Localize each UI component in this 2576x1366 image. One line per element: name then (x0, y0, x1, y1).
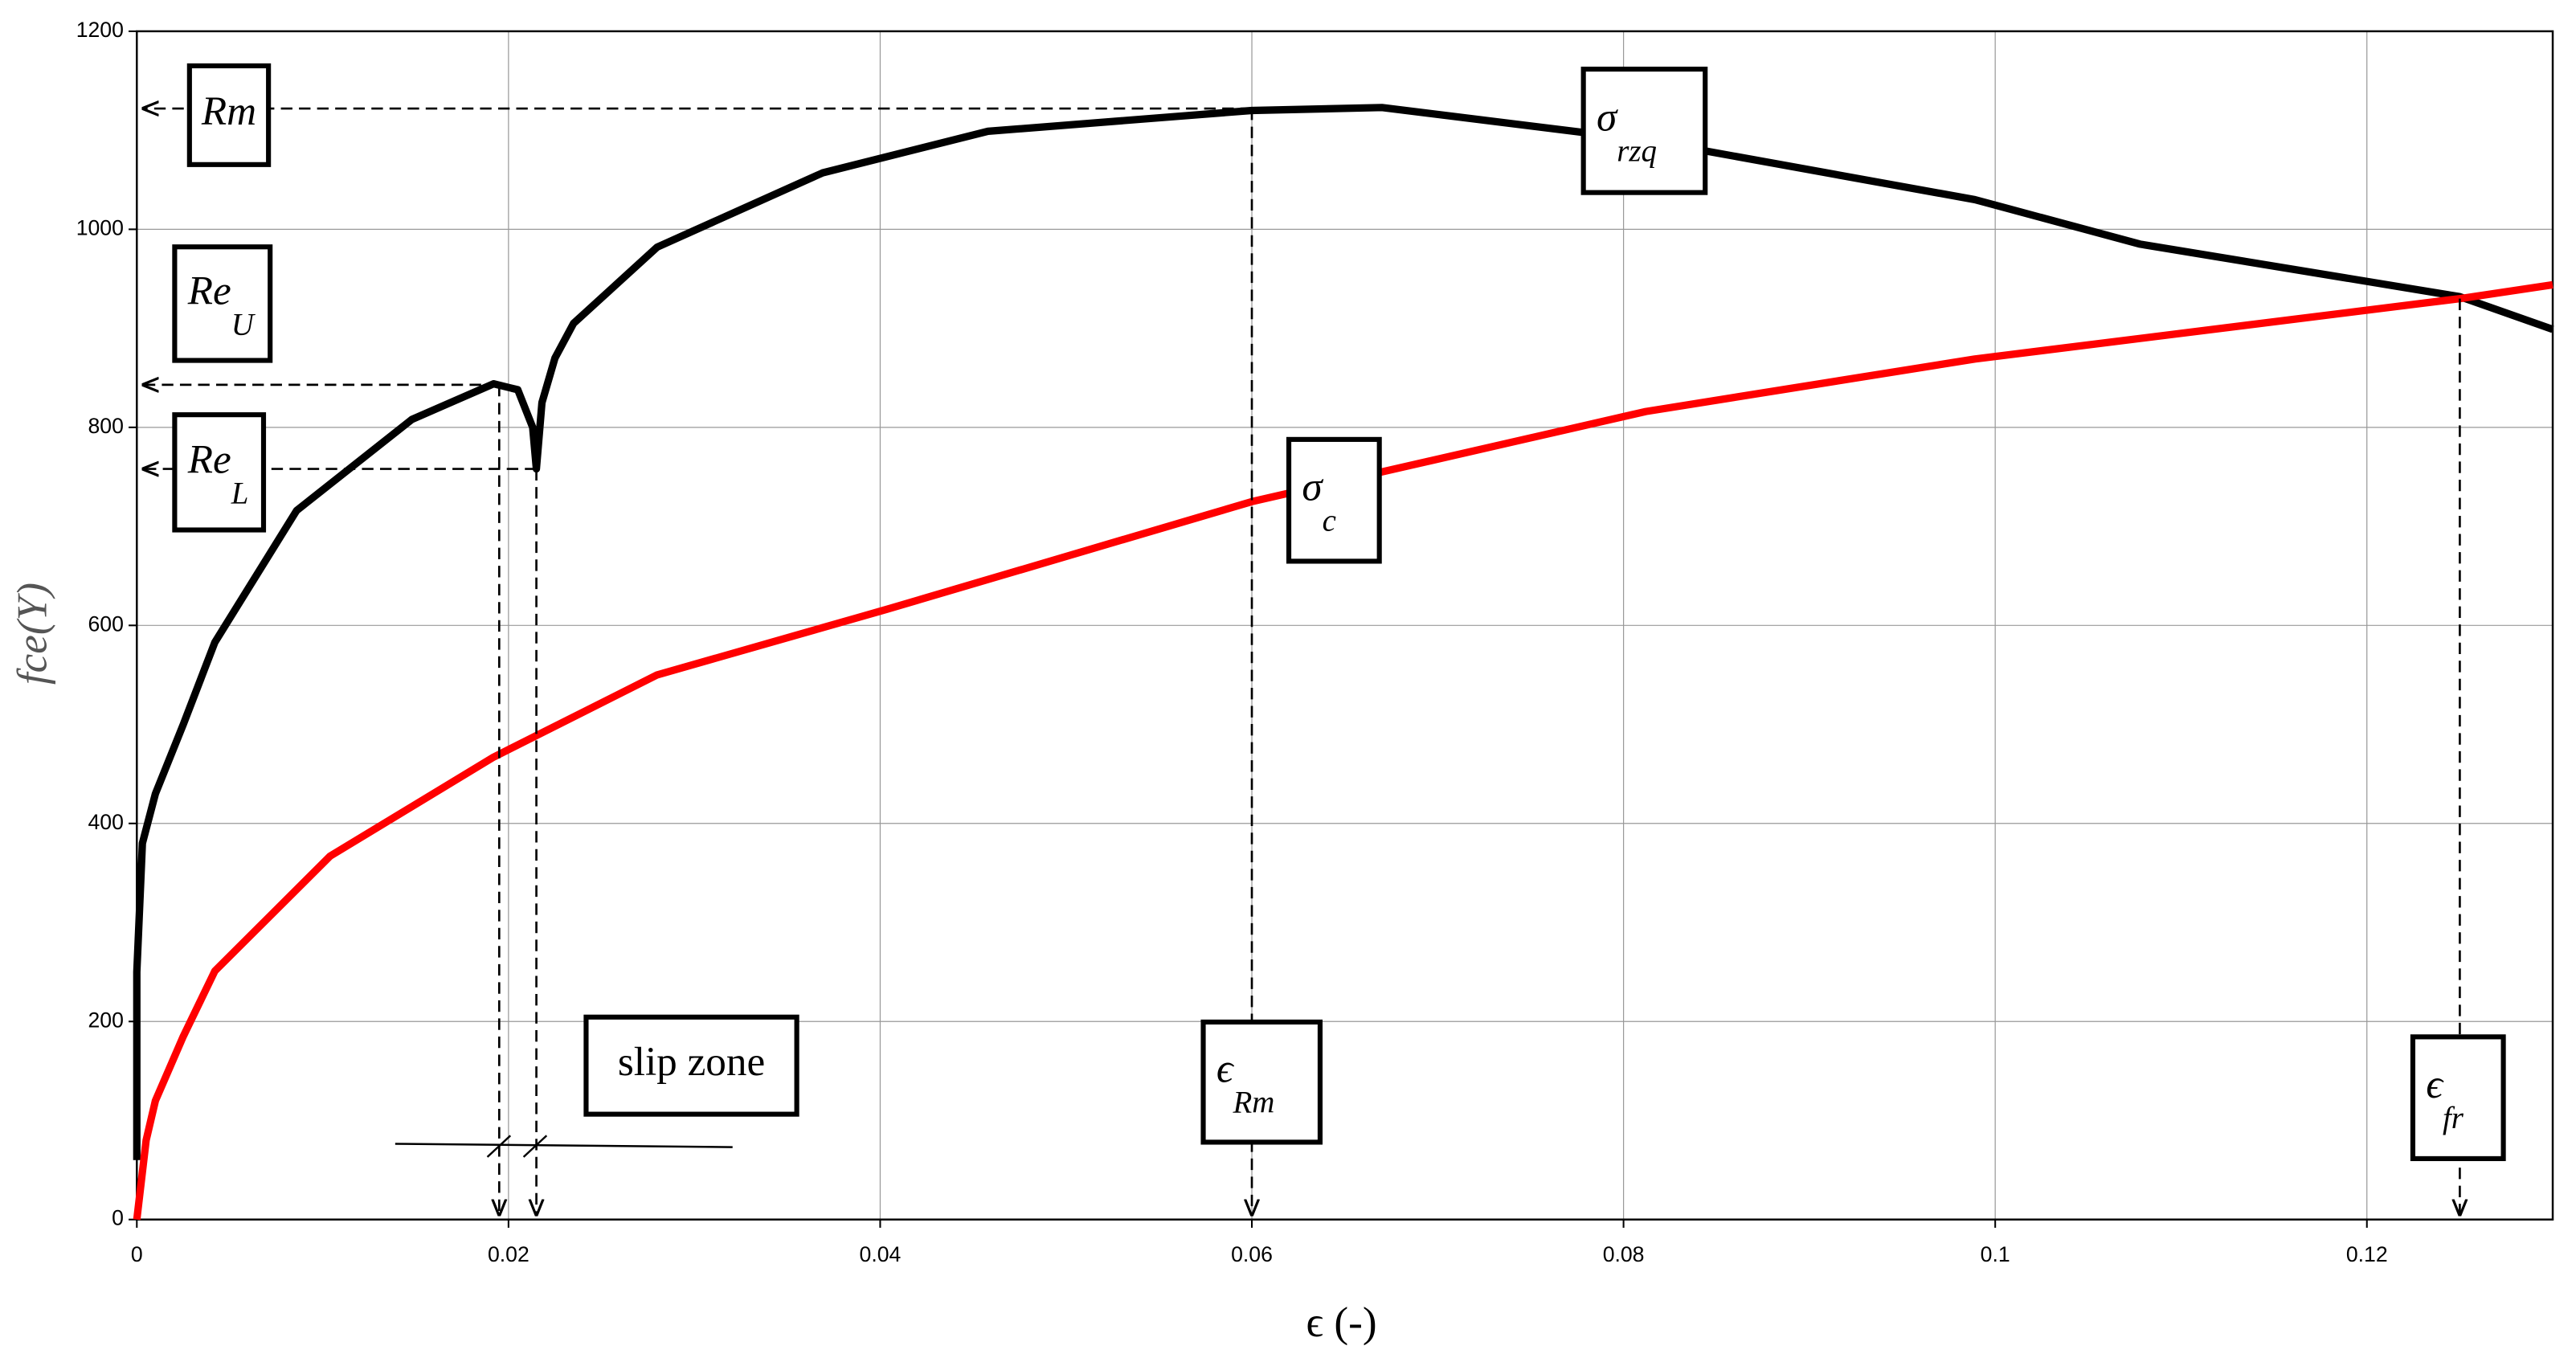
y-tick-label: 0 (112, 1206, 124, 1230)
annotation-box (1286, 436, 1382, 564)
annotation-sub: U (231, 307, 256, 342)
annotation-box (172, 244, 273, 363)
annotation-text: ϵfr (2426, 1061, 2464, 1135)
x-tick-label: 0.06 (1231, 1242, 1273, 1266)
annotation-sub: L (231, 476, 249, 510)
annotation-text: ReL (187, 436, 249, 510)
annotation-main: ϵ (1216, 1045, 1235, 1091)
plot-frame (136, 30, 2554, 1221)
y-tick-label: 400 (88, 810, 123, 834)
x-axis-label: ϵ (-) (1306, 1299, 1377, 1346)
annotation-text: σc (1302, 464, 1336, 538)
slip-zone-line (395, 1143, 733, 1148)
annotation: ReL (172, 412, 267, 533)
annotation-box (186, 63, 272, 167)
annotation: σrzq (1580, 66, 1708, 195)
annotation-main: σ (1597, 94, 1618, 140)
x-tick-label: 0.1 (1981, 1242, 2010, 1266)
annotation-main: σ (1302, 464, 1323, 509)
annotation-box (172, 412, 267, 533)
x-tick-label: 0 (131, 1242, 143, 1266)
y-tick-label: 600 (88, 611, 123, 636)
annotation-sub: rzq (1617, 133, 1657, 168)
slip-tick (486, 1135, 548, 1158)
annotation: Rm (186, 63, 272, 167)
annotation-text: slip zone (618, 1039, 765, 1085)
annotation-box (2410, 1034, 2506, 1161)
annotation-text: σrzq (1597, 94, 1657, 168)
annotation-main: Re (187, 436, 231, 482)
series-line (133, 280, 2554, 1221)
annotation: ϵRm (1200, 1019, 1323, 1145)
annotation-box (1200, 1019, 1323, 1145)
annotation-text: Rm (201, 88, 256, 134)
annotation-text: ϵRm (1216, 1045, 1275, 1119)
annotation-main: Re (187, 268, 231, 313)
x-tick-label: 0.12 (2346, 1242, 2388, 1266)
annotation-box (1580, 66, 1708, 195)
y-tick-label: 200 (88, 1008, 123, 1032)
annotation: ϵfr (2410, 1034, 2506, 1161)
annotation-main: ϵ (2426, 1061, 2444, 1107)
y-tick-label: 800 (88, 414, 123, 438)
annotation-sub: c (1323, 503, 1336, 538)
x-tick-label: 0.02 (488, 1242, 530, 1266)
annotation-text: ReU (187, 268, 256, 342)
annotation-sub: Rm (1233, 1086, 1275, 1120)
annotation: σc (1286, 436, 1382, 564)
annotation-box (583, 1014, 799, 1117)
annotation: slip zone (583, 1014, 799, 1117)
x-tick-label: 0.08 (1603, 1242, 1645, 1266)
y-tick-label: 1000 (76, 215, 124, 239)
annotation: ReU (172, 244, 273, 363)
y-axis-label: fce(Y) (9, 583, 56, 685)
x-tick-label: 0.04 (860, 1242, 902, 1266)
y-tick-label: 1200 (76, 18, 124, 42)
annotation-sub: fr (2443, 1101, 2464, 1135)
